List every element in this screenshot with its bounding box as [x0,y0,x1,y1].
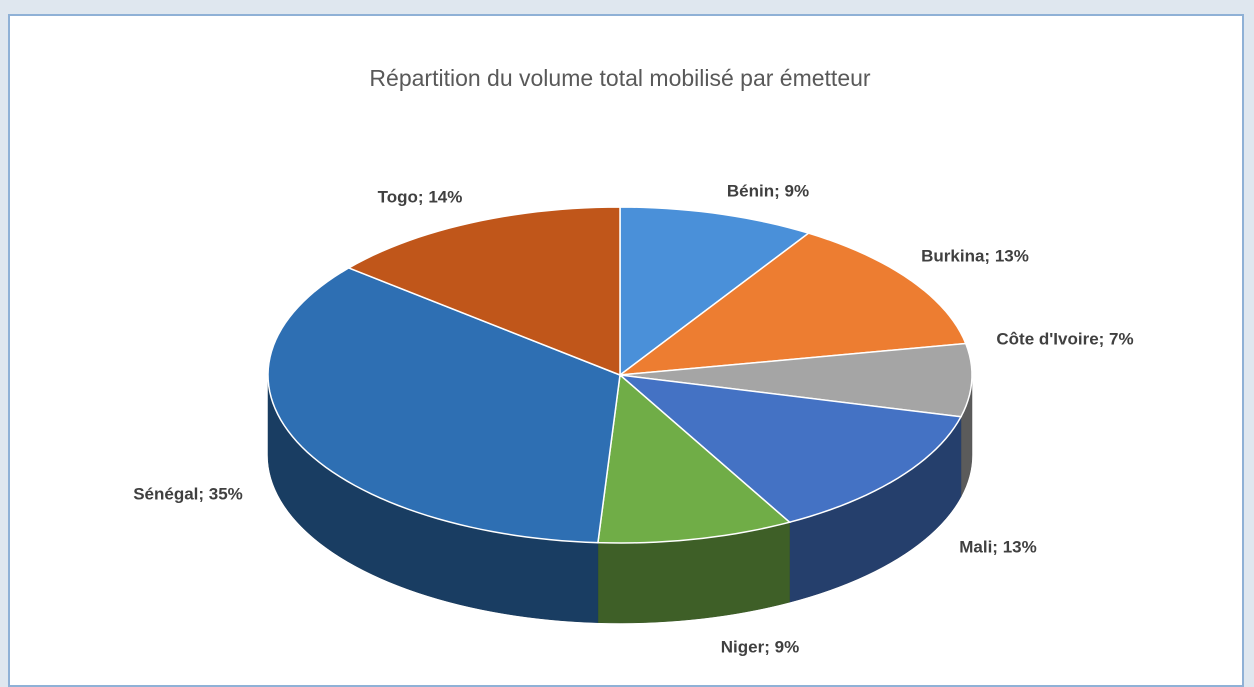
pie-slice [347,206,621,377]
pie-slice [617,232,967,376]
data-label: Burkina; 13% [921,246,1029,265]
chart-title: Répartition du volume total mobilisé par… [369,65,870,91]
data-label: Côte d'Ivoire; 7% [996,329,1133,348]
pie-slice [619,342,973,418]
data-label: Bénin; 9% [727,181,809,200]
pie-slice [619,206,811,377]
pie-slice [597,373,792,544]
pie-slice [617,373,963,524]
data-label: Sénégal; 35% [133,484,243,503]
data-label: Mali; 13% [959,537,1036,556]
pie-slice [267,267,621,544]
data-label: Togo; 14% [378,187,463,206]
data-label: Niger; 9% [721,637,799,656]
